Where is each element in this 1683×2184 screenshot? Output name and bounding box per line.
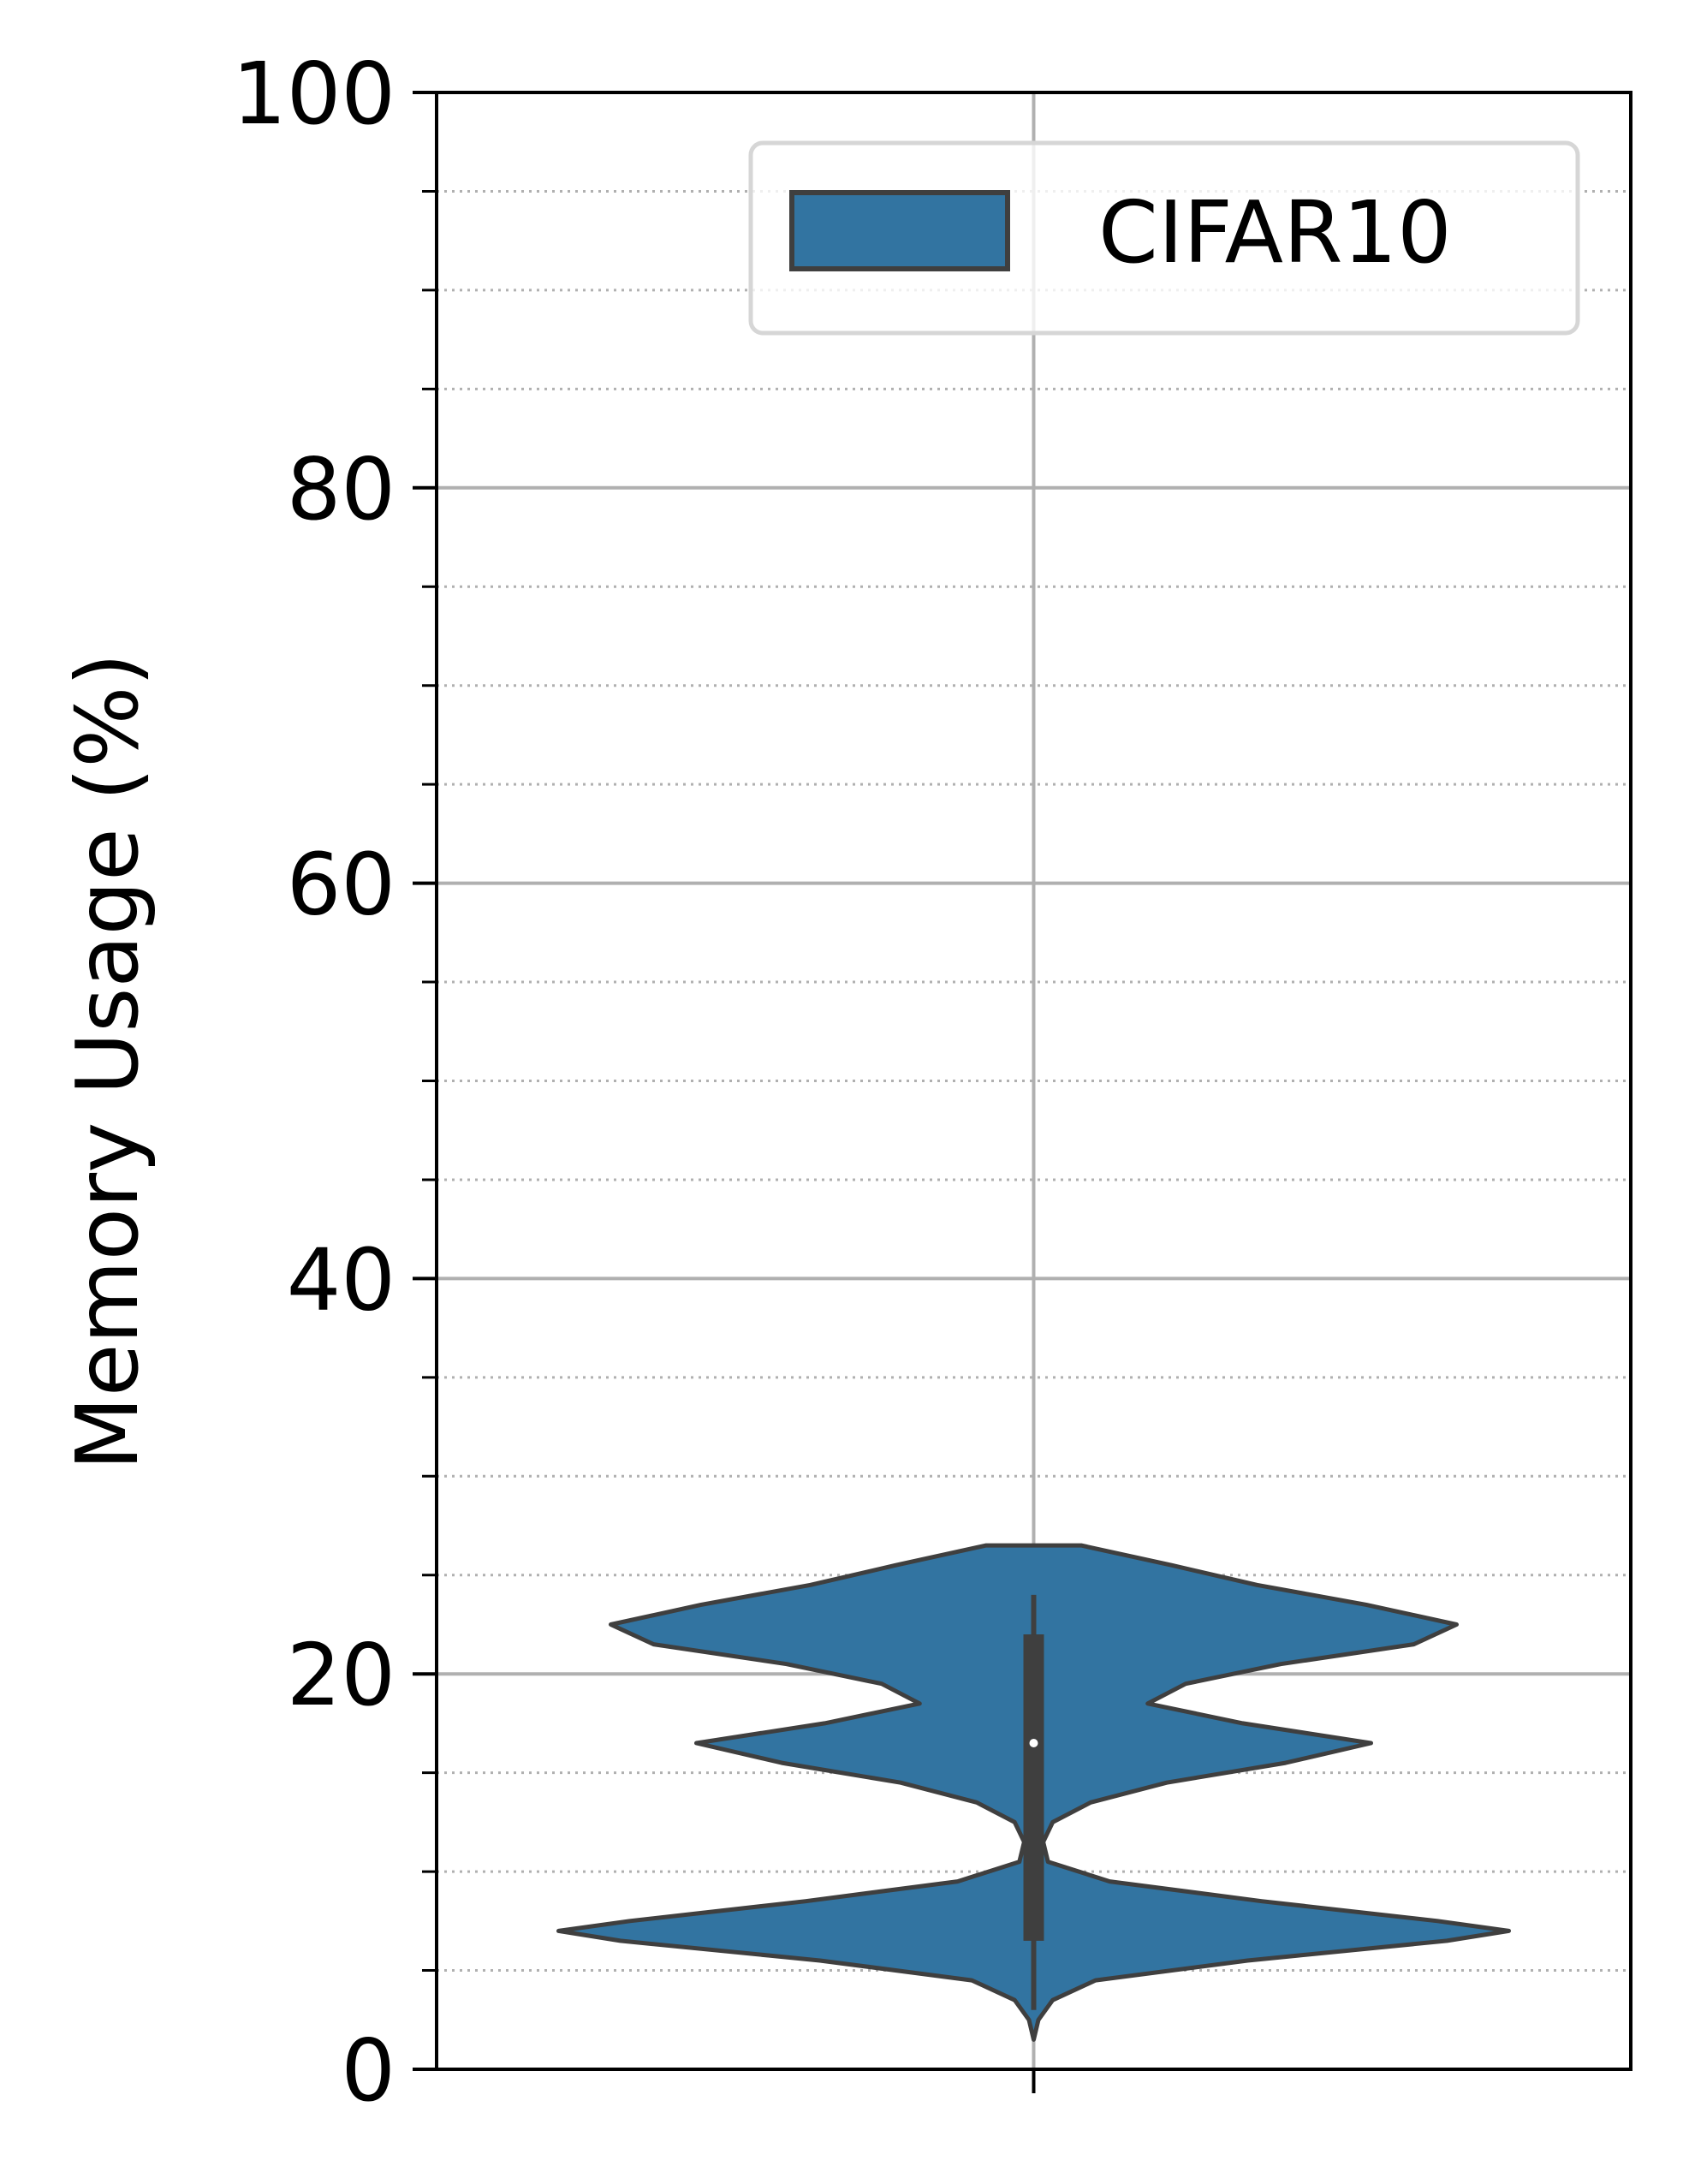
median-marker [1029, 1739, 1038, 1748]
y-tick-label: 40 [287, 1229, 395, 1330]
y-tick-label: 100 [232, 44, 395, 144]
interquartile-box [1023, 1634, 1044, 1941]
y-tick-label: 80 [287, 439, 395, 539]
legend-swatch-cifar10 [789, 190, 1010, 271]
y-tick-label: 0 [341, 2020, 395, 2121]
legend-label-cifar10: CIFAR10 [1098, 182, 1452, 283]
legend: CIFAR10 [748, 140, 1580, 336]
axes: 0 20 40 60 80 100 [232, 44, 1632, 2121]
y-axis-title: Memory Usage (%) [57, 653, 158, 1471]
y-tick-label: 20 [287, 1625, 395, 1725]
inner-box [1023, 1594, 1044, 2010]
y-tick-label: 60 [287, 835, 395, 935]
